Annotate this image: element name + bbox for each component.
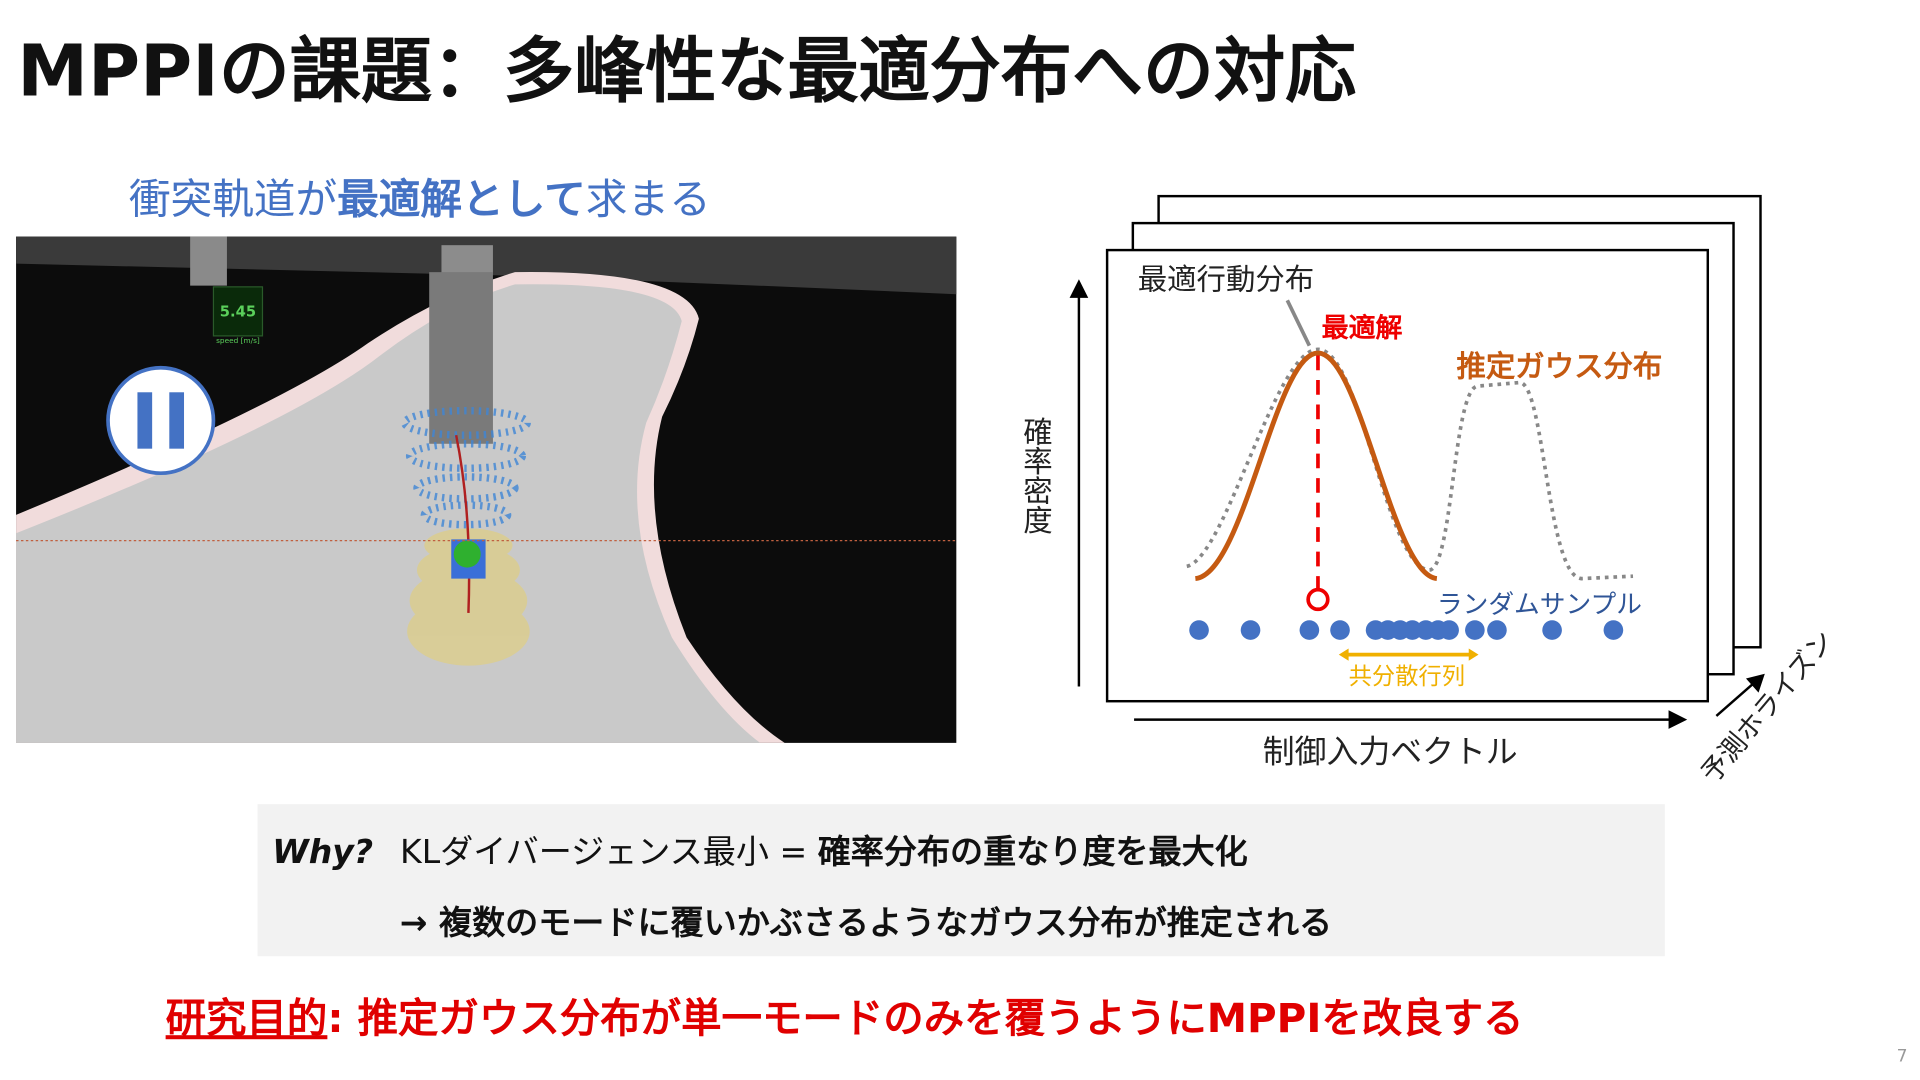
gaussian-curve	[1194, 350, 1438, 582]
optimal-distribution-label: 最適行動分布	[1138, 262, 1314, 296]
why-bold: 確率分布の重なり度を最大化	[818, 832, 1248, 871]
why-line-1: Why? KLダイバージェンス最小 = 確率分布の重なり度を最大化	[272, 832, 1247, 871]
page-number: 7	[1897, 1047, 1908, 1067]
speed-unit: speed [m/s]	[216, 336, 260, 345]
caption-part: 求まる	[586, 174, 711, 223]
sample-dots	[1189, 620, 1624, 640]
caption: 衝突軌道が最適解として求まる	[129, 174, 711, 223]
objective-text: : 推定ガウス分布が単一モードのみを覆うようにMPPIを改良する	[327, 994, 1523, 1042]
why-box	[257, 804, 1665, 957]
why-plain: KLダイバージェンス最小 =	[400, 832, 818, 871]
pause-button[interactable]	[106, 365, 216, 476]
why-lead: Why?	[272, 832, 373, 871]
caption-part: 衝突軌道が	[129, 174, 337, 223]
diagram	[1069, 194, 1765, 729]
random-samples-label: ランダムサンプル	[1437, 590, 1642, 620]
slide-title: MPPIの課題：多峰性な最適分布への対応	[17, 30, 1356, 113]
objective-label: 研究目的	[166, 994, 328, 1042]
covariance-label: 共分散行列	[1349, 663, 1465, 690]
optimal-solution-label: 最適解	[1322, 312, 1403, 344]
why-line-2: → 複数のモードに覆いかぶさるようなガウス分布が推定される	[400, 903, 1332, 942]
speed-value: 5.45	[220, 303, 256, 320]
y-axis-label: 確率密度	[1019, 417, 1053, 535]
objective: 研究目的: 推定ガウス分布が単一モードのみを覆うようにMPPIを改良する	[166, 994, 1524, 1042]
caption-part: 最適解として	[337, 174, 586, 223]
gaussian-label: 推定ガウス分布	[1456, 349, 1662, 383]
simulation-image: 5.45 speed [m/s]	[16, 236, 957, 743]
x-axis-label: 制御入力ベクトル	[1263, 732, 1518, 770]
